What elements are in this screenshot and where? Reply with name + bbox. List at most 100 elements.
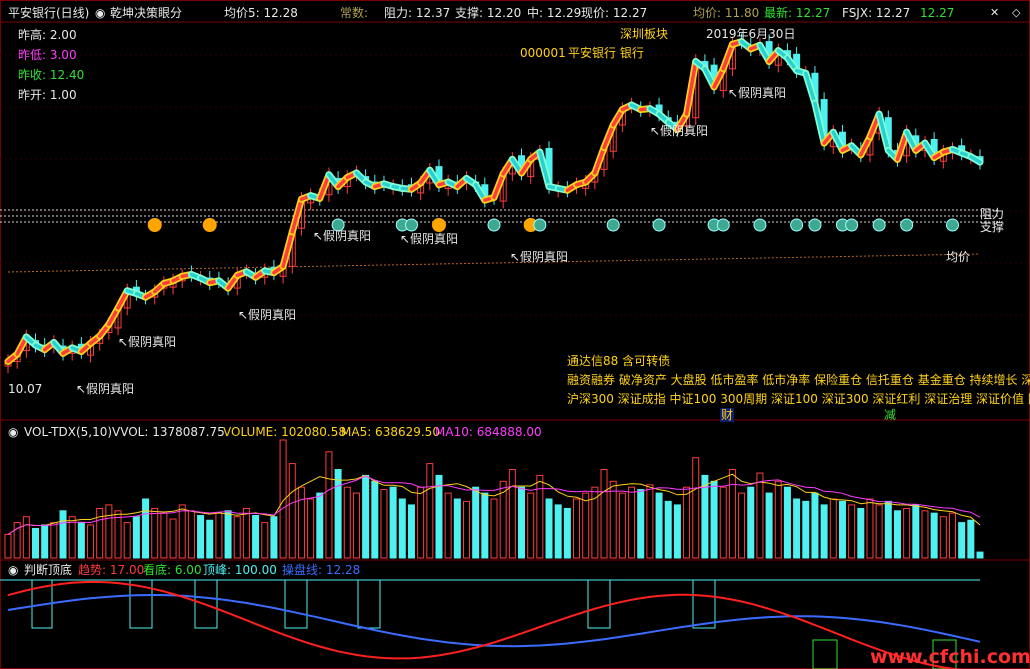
volume-bar (838, 500, 846, 559)
resistance-label: 阻力 (980, 207, 1005, 221)
info-low: 昨低: 3.00 (18, 48, 77, 62)
volume-bar (362, 474, 370, 559)
gear-icon[interactable]: ◉ (8, 563, 19, 577)
volume-bar (811, 492, 819, 559)
volume-bar (444, 492, 452, 559)
volume-bar (875, 504, 883, 559)
concept-line-2: 融资融券 破净资产 大盘股 低市盈率 低市净率 保险重仓 信托重仓 基金重仓 持… (567, 373, 1030, 387)
sell-signal-icon (872, 218, 886, 232)
stock-title: 平安银行(日线) (8, 6, 90, 20)
fake-label: ↖假阴真阳 (238, 308, 297, 322)
volume-bar (334, 469, 342, 559)
volume-bar (903, 507, 911, 559)
volume-bar (490, 498, 498, 559)
indicator-name[interactable]: 乾坤决策眼分 (110, 6, 183, 20)
volume-bar (32, 528, 40, 559)
ma10-value: MA10: 684888.00 (435, 425, 542, 439)
volume-bar (398, 498, 406, 559)
volume-bar (288, 463, 296, 559)
trend-line (813, 101, 826, 145)
volume-bar (802, 500, 810, 559)
volume-bar (829, 498, 837, 559)
volume-bar (261, 522, 269, 559)
volume-bar (380, 489, 388, 559)
trend-line (492, 172, 505, 200)
volume-bar (609, 480, 617, 559)
avg-value: 均价: 11.80 (693, 6, 760, 20)
volume-bar (893, 510, 901, 559)
volume-bar (536, 474, 544, 559)
diamond-icon[interactable]: ◇ (1012, 6, 1021, 19)
sell-signal-icon (533, 218, 547, 232)
latest-value: 最新: 12.27 (764, 6, 831, 20)
avg5-value: 均价5: 12.28 (224, 6, 298, 20)
volume-bar (692, 457, 700, 559)
volume-bar (462, 500, 470, 559)
volume-bar (958, 522, 966, 559)
vvol-value: VVOL: 1378087.75 (112, 425, 225, 439)
volume-bar (857, 507, 865, 559)
volume-bar (719, 486, 727, 559)
volume-bar (435, 474, 443, 559)
ma10-line (7, 475, 981, 535)
sell-signal-icon (487, 218, 501, 232)
avg-line (7, 253, 981, 273)
date-label: 2019年6月30日 (706, 27, 796, 41)
stock-name: 平安银行 银行 (568, 46, 644, 60)
volume-bar (527, 492, 535, 559)
volume-bar (352, 492, 360, 559)
trend-line (684, 59, 698, 116)
sell-signal-icon (606, 218, 620, 232)
fake-label: ↖假阴真阳 (118, 335, 177, 349)
close-icon[interactable]: ✕ (990, 6, 1000, 19)
volume-bar (50, 522, 58, 559)
buy-signal-icon (431, 218, 446, 232)
volume-bar (160, 512, 168, 559)
volume-bar (371, 480, 379, 559)
volume-bar (307, 498, 315, 559)
volume-bar (508, 469, 516, 559)
volume-bar (132, 516, 140, 559)
volume-bar (297, 486, 305, 559)
trend-line (290, 197, 304, 234)
volume-bar (325, 451, 333, 559)
sell-signal-icon (790, 218, 804, 232)
volume-value: VOLUME: 102080.58 (223, 425, 346, 439)
volume-bar (884, 500, 892, 559)
watermark: www.cfchi.com (870, 646, 1030, 668)
volume-bar (105, 504, 113, 559)
buy-signal-icon (523, 218, 538, 232)
fake-label: ↖假阴真阳 (313, 229, 372, 243)
volume-bar (912, 504, 920, 559)
fake-label: ↖假阴真阳 (400, 232, 459, 246)
gear-icon[interactable]: ◉ (8, 425, 19, 439)
volume-bar (233, 516, 241, 559)
gear-icon[interactable]: ◉ (95, 6, 106, 20)
volume-bar (765, 492, 773, 559)
vol-panel-name: VOL-TDX(5,10) (24, 425, 113, 439)
trend-line (969, 154, 982, 164)
volume-bar (242, 507, 250, 559)
volume-bar (618, 492, 626, 559)
volume-bar (673, 504, 681, 559)
volume-bar (783, 486, 791, 559)
volume-bar (206, 519, 214, 559)
concept-line-3: 沪深300 深证成指 中证100 300周期 深证100 深证300 深证红利 … (567, 392, 1030, 406)
mid-value: 中: 12.29 (527, 6, 582, 20)
volume-bar (921, 510, 929, 559)
volume-bar (178, 504, 186, 559)
sell-signal-icon (404, 218, 418, 232)
constant-label: 常数: (340, 6, 369, 20)
volume-bar (848, 504, 856, 559)
volume-bar (728, 469, 736, 559)
volume-bar (637, 489, 645, 559)
volume-bar (774, 480, 782, 559)
trend-line (877, 112, 891, 153)
top-box (692, 579, 716, 629)
volume-bar (573, 498, 581, 559)
top-value: 顶峰: 100.00 (203, 563, 277, 577)
volume-bar (169, 518, 177, 559)
volume-bar (87, 524, 95, 559)
info-close: 昨收: 12.40 (18, 68, 85, 82)
volume-bar (948, 512, 956, 559)
